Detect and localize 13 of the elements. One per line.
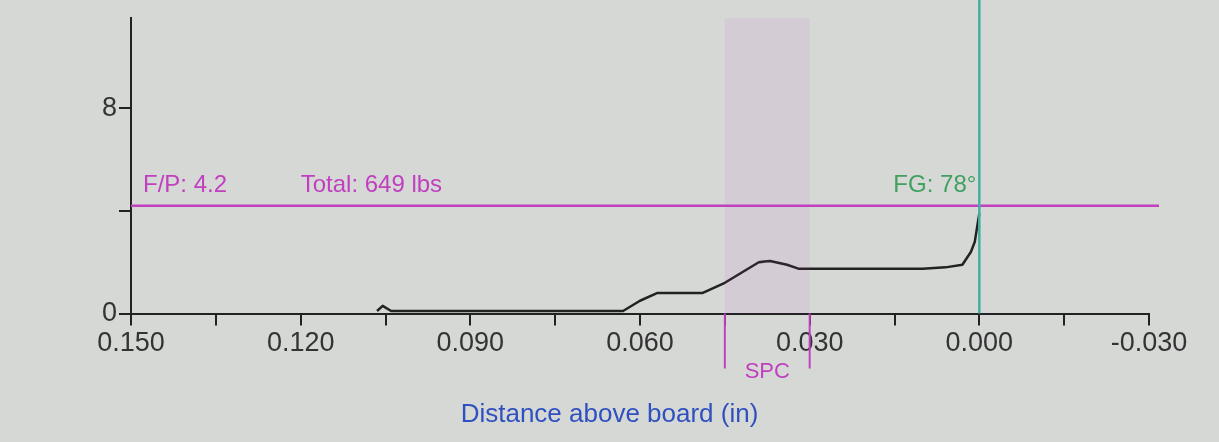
ref-line-label: F/P: 4.2 — [143, 170, 228, 198]
y-tick-label: 0 — [101, 297, 118, 328]
x-tick-label: 0.150 — [97, 327, 165, 358]
x-tick-label: 0.120 — [266, 327, 335, 358]
band-label: SPC — [744, 357, 790, 383]
x-axis-title: Distance above board (in) — [459, 398, 760, 429]
x-tick-label: 0.060 — [606, 327, 674, 358]
y-tick-label: 8 — [101, 91, 118, 122]
x-tick-label: 0.000 — [945, 327, 1014, 358]
annotation: FG: 78° — [893, 170, 977, 198]
x-tick-label: -0.030 — [1110, 327, 1188, 358]
annotation: Total: 649 lbs — [300, 170, 443, 198]
x-tick-label: 0.090 — [436, 327, 505, 358]
